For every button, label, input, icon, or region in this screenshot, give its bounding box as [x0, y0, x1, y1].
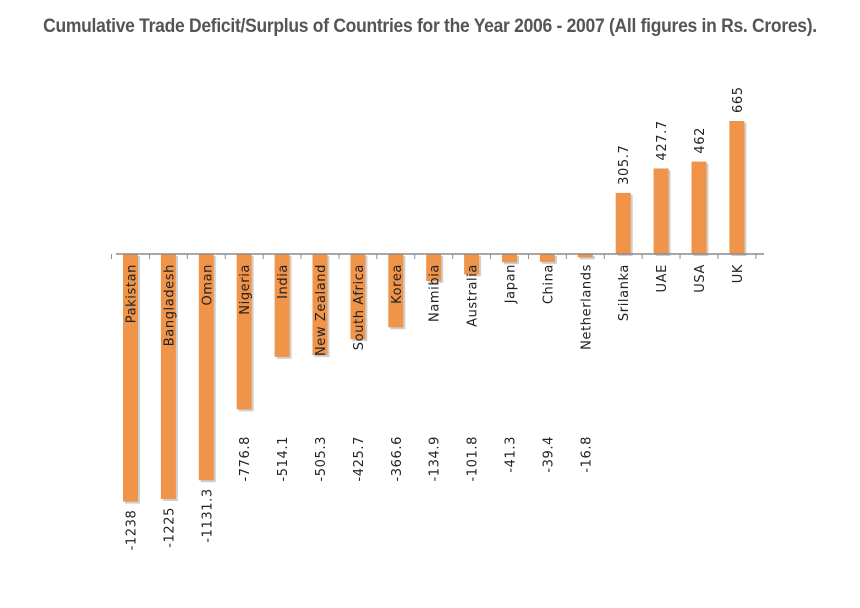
- value-label-uk: 665: [731, 86, 746, 113]
- category-label-bangladesh: Bangladesh: [162, 264, 177, 346]
- category-label-uae: UAE: [655, 264, 670, 292]
- category-label-pakistan: Pakistan: [125, 264, 140, 323]
- bar-netherlands: [577, 254, 593, 258]
- value-label-bangladesh: -1225: [162, 507, 177, 548]
- bar-nigeria: [236, 254, 252, 410]
- bar-uk: [729, 121, 745, 254]
- category-label-srilanka: Srilanka: [617, 264, 632, 321]
- category-label-uk: UK: [731, 264, 746, 283]
- bar-australia: [464, 254, 480, 275]
- value-label-australia: -101.8: [466, 436, 481, 482]
- value-label-uae: 427.7: [655, 120, 670, 160]
- bar-shadow-netherlands: [579, 256, 595, 260]
- category-label-japan: Japan: [504, 264, 519, 304]
- bar-bangladesh: [160, 254, 176, 499]
- category-label-china: China: [541, 264, 556, 304]
- value-label-japan: -41.3: [504, 436, 519, 473]
- category-label-usa: USA: [693, 264, 708, 293]
- chart-title: Cumulative Trade Deficit/Surplus of Coun…: [43, 16, 817, 37]
- value-label-namibia: -134.9: [428, 436, 443, 482]
- value-label-netherlands: -16.8: [579, 436, 594, 473]
- category-label-korea: Korea: [390, 264, 405, 304]
- category-label-netherlands: Netherlands: [579, 264, 594, 350]
- category-label-new-zealand: New Zealand: [314, 264, 329, 356]
- value-label-korea: -366.6: [390, 436, 405, 482]
- category-labels: Pakistan Bangladesh Oman Nigeria India New Ze…: [125, 264, 746, 356]
- category-label-india: India: [276, 264, 291, 299]
- axis-ticks: [111, 254, 757, 259]
- value-label-china: -39.4: [541, 436, 556, 473]
- value-label-india: -514.1: [276, 436, 291, 482]
- bar-pakistan: [123, 254, 138, 502]
- bar-uae: [653, 168, 669, 254]
- value-label-pakistan: -1238: [125, 510, 140, 551]
- category-label-australia: Australia: [466, 264, 481, 327]
- value-label-srilanka: 305.7: [617, 145, 632, 185]
- category-label-nigeria: Nigeria: [238, 264, 253, 315]
- bar-oman: [198, 254, 214, 481]
- value-label-oman: -1131.3: [200, 488, 215, 542]
- bar-new-zealand: [312, 254, 328, 356]
- value-label-usa: 462: [693, 127, 708, 154]
- bar-srilanka: [615, 192, 631, 254]
- category-label-south-africa: South Africa: [352, 264, 367, 350]
- bar-south-africa: [350, 254, 366, 340]
- category-label-oman: Oman: [200, 264, 215, 306]
- bar-japan: [502, 254, 517, 263]
- value-labels: -1238 -1225 -1131.3 -776.8 -514.1 -505.3 -425.…: [125, 86, 746, 550]
- value-label-south-africa: -425.7: [352, 436, 367, 482]
- bar-namibia: [426, 254, 442, 281]
- bar-korea: [388, 254, 404, 328]
- category-label-namibia: Namibia: [428, 264, 443, 322]
- value-label-nigeria: -776.8: [238, 436, 253, 482]
- value-label-new-zealand: -505.3: [314, 436, 329, 482]
- bar-usa: [691, 161, 707, 254]
- bar-india: [274, 254, 290, 357]
- bars: [123, 121, 747, 504]
- bar-china: [539, 254, 555, 262]
